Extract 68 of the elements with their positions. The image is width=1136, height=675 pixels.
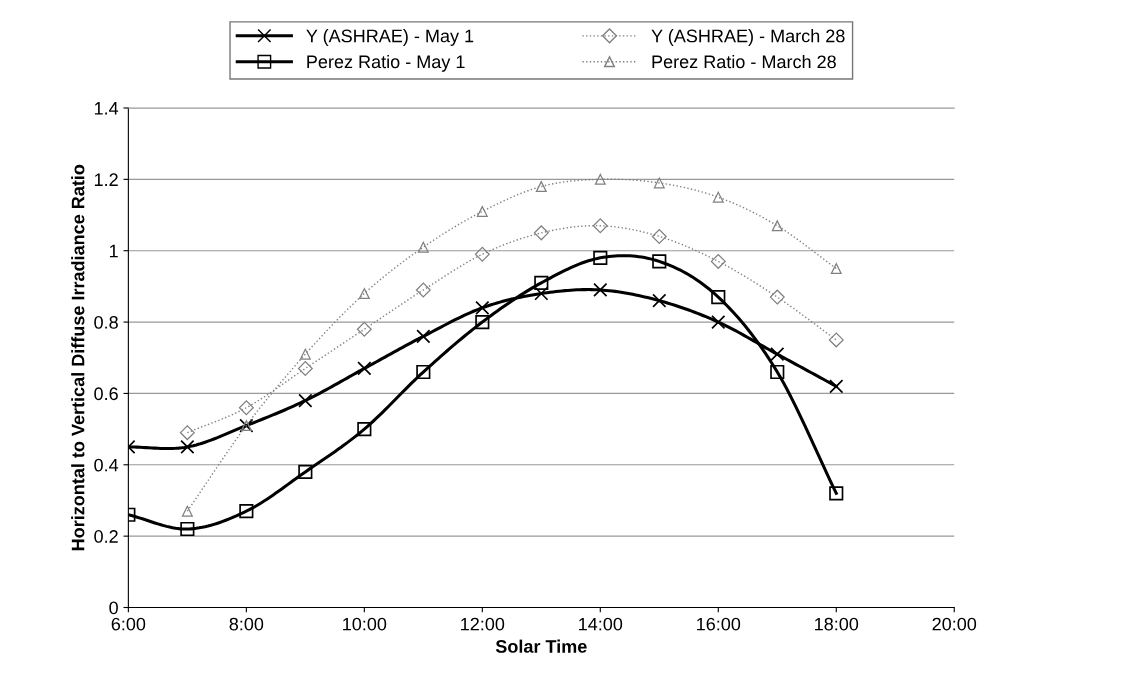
y-tick-label: 1.4 bbox=[94, 102, 119, 115]
point bbox=[357, 422, 372, 437]
point bbox=[534, 275, 549, 290]
point bbox=[770, 364, 785, 380]
y-tick-label: 0.6 bbox=[94, 387, 118, 401]
point bbox=[535, 181, 547, 192]
y-tick-label: 0.2 bbox=[94, 530, 118, 543]
point bbox=[239, 504, 254, 519]
point bbox=[415, 282, 431, 298]
point bbox=[652, 254, 667, 269]
x-tick-label: 12:00 bbox=[461, 617, 505, 631]
point bbox=[829, 486, 844, 501]
point bbox=[593, 250, 608, 265]
point bbox=[356, 321, 372, 337]
point bbox=[712, 191, 724, 203]
point bbox=[533, 225, 549, 241]
y-tick-label: 0.8 bbox=[94, 316, 118, 329]
point bbox=[474, 246, 490, 262]
point bbox=[476, 205, 488, 217]
point bbox=[180, 439, 195, 455]
point bbox=[358, 288, 370, 300]
x-tick-label: 18:00 bbox=[815, 617, 859, 631]
point bbox=[828, 332, 844, 348]
point bbox=[771, 220, 783, 232]
point bbox=[770, 347, 785, 362]
point bbox=[181, 505, 193, 517]
point bbox=[180, 521, 195, 537]
point bbox=[651, 228, 667, 244]
point bbox=[417, 241, 429, 253]
point bbox=[534, 286, 549, 301]
x-tick-label: 10:00 bbox=[343, 617, 387, 631]
point bbox=[475, 314, 490, 330]
point bbox=[830, 263, 842, 275]
x-tick-label: 16:00 bbox=[697, 617, 741, 631]
point bbox=[179, 425, 195, 441]
point bbox=[711, 290, 726, 305]
point bbox=[652, 293, 667, 308]
legend-label: Y (ASHRAE) - May 1 bbox=[306, 29, 474, 46]
point bbox=[297, 360, 313, 376]
y-tick-label: 0 bbox=[109, 601, 118, 615]
point bbox=[710, 253, 726, 269]
point bbox=[416, 329, 431, 344]
point bbox=[593, 282, 608, 298]
point bbox=[592, 218, 608, 234]
x-tick-label: 20:00 bbox=[932, 617, 977, 631]
y-axis-title: Horizontal to Vertical Diffuse Irradiance Ratio bbox=[71, 164, 85, 551]
point bbox=[238, 400, 254, 416]
point bbox=[475, 300, 490, 315]
x-tick-label: 8:00 bbox=[229, 617, 264, 631]
y-tick-label: 1.2 bbox=[94, 173, 118, 186]
point bbox=[769, 289, 785, 305]
x-tick-label: 14:00 bbox=[579, 617, 623, 631]
point bbox=[298, 393, 313, 408]
point bbox=[299, 348, 311, 360]
y-tick-label: 0.4 bbox=[94, 458, 119, 472]
x-tick-label: 6:00 bbox=[111, 617, 146, 631]
point bbox=[653, 177, 665, 189]
legend-label: Perez Ratio - May 1 bbox=[307, 54, 465, 72]
x-axis-title: Solar Time bbox=[495, 639, 587, 653]
point bbox=[298, 464, 313, 480]
legend-label: Y (ASHRAE) - March 28 bbox=[651, 29, 845, 46]
legend-label: Perez Ratio - March 28 bbox=[652, 54, 836, 69]
point bbox=[594, 173, 606, 185]
y-tick-label: 1 bbox=[109, 244, 118, 258]
point bbox=[416, 364, 431, 380]
point bbox=[829, 379, 844, 394]
point bbox=[357, 361, 372, 376]
point bbox=[711, 314, 726, 330]
